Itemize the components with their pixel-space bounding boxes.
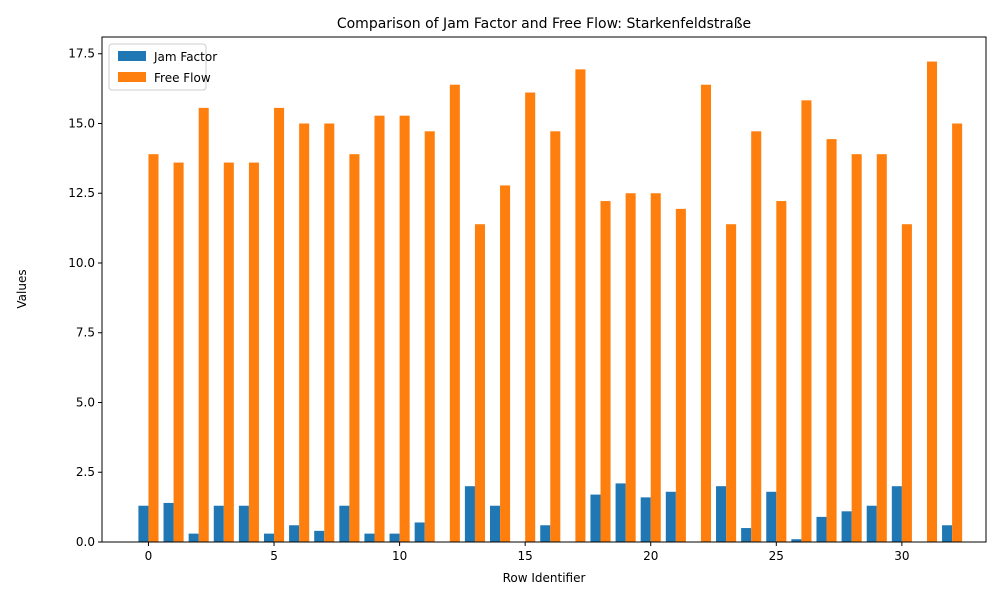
legend-label-jam-factor: Jam Factor xyxy=(153,50,217,64)
bar-jam-factor-16 xyxy=(540,525,551,542)
bar-jam-factor-28 xyxy=(841,511,852,542)
x-tick-label: 0 xyxy=(145,549,153,563)
bar-jam-factor-14 xyxy=(490,505,501,542)
bar-free-flow-17 xyxy=(575,69,586,543)
bar-jam-factor-27 xyxy=(816,516,827,542)
bar-jam-factor-6 xyxy=(289,525,300,542)
bar-free-flow-20 xyxy=(650,193,661,543)
bar-free-flow-23 xyxy=(726,224,737,542)
bar-jam-factor-0 xyxy=(138,505,149,542)
bar-free-flow-22 xyxy=(700,84,712,543)
bar-free-flow-16 xyxy=(550,131,561,543)
bar-free-flow-5 xyxy=(274,107,285,543)
bar-free-flow-30 xyxy=(901,224,912,542)
x-tick-label: 10 xyxy=(392,549,407,563)
y-tick-label: 5.0 xyxy=(76,395,95,409)
bar-free-flow-28 xyxy=(851,154,862,542)
y-tick-label: 2.5 xyxy=(76,465,95,479)
bar-free-flow-7 xyxy=(324,123,335,543)
bar-free-flow-18 xyxy=(600,201,611,542)
bar-free-flow-31 xyxy=(926,61,938,543)
bar-jam-factor-26 xyxy=(791,539,802,542)
y-axis-ticks: 0.0 2.5 5.0 7.5 10.0 12.5 15.0 17.5 xyxy=(68,47,102,549)
bar-jam-factor-1 xyxy=(163,502,174,542)
bar-jam-factor-25 xyxy=(766,491,777,542)
bar-free-flow-25 xyxy=(776,201,787,542)
x-tick-label: 5 xyxy=(270,549,278,563)
legend-label-free-flow: Free Flow xyxy=(154,71,211,85)
bar-free-flow-26 xyxy=(801,100,812,542)
x-tick-label: 25 xyxy=(769,549,784,563)
y-axis-label: Values xyxy=(15,269,29,308)
bar-free-flow-0 xyxy=(148,154,159,542)
bar-free-flow-9 xyxy=(374,115,385,543)
bar-free-flow-19 xyxy=(625,193,636,543)
bar-jam-factor-4 xyxy=(238,505,249,542)
bar-free-flow-11 xyxy=(424,131,435,543)
bar-jam-factor-11 xyxy=(414,522,425,542)
bar-jam-factor-13 xyxy=(464,486,475,542)
bar-free-flow-29 xyxy=(876,154,887,542)
bar-free-flow-13 xyxy=(474,224,485,542)
x-tick-label: 20 xyxy=(643,549,658,563)
bar-jam-factor-24 xyxy=(741,528,752,542)
y-tick-label: 10.0 xyxy=(68,256,95,270)
bar-jam-factor-2 xyxy=(188,533,199,542)
bar-free-flow-15 xyxy=(525,92,536,543)
bar-jam-factor-29 xyxy=(866,505,877,542)
bar-jam-factor-5 xyxy=(263,533,275,542)
bar-free-flow-4 xyxy=(248,162,259,543)
legend: Jam Factor Free Flow xyxy=(108,43,217,91)
bar-jam-factor-21 xyxy=(665,491,676,542)
bar-jam-factor-9 xyxy=(364,533,375,542)
x-tick-label: 15 xyxy=(518,549,533,563)
bar-free-flow-21 xyxy=(675,208,686,542)
bar-free-flow-24 xyxy=(751,131,762,543)
bar-jam-factor-3 xyxy=(213,505,224,542)
bar-free-flow-8 xyxy=(349,154,360,542)
y-tick-label: 7.5 xyxy=(76,326,95,340)
bar-jam-factor-7 xyxy=(314,530,325,542)
x-axis-ticks: 0 5 10 15 20 25 30 xyxy=(145,542,910,563)
y-tick-label: 0.0 xyxy=(76,535,95,549)
chart-title: Comparison of Jam Factor and Free Flow: … xyxy=(337,16,751,32)
legend-swatch-jam-factor xyxy=(118,51,146,61)
y-tick-label: 12.5 xyxy=(68,186,95,200)
bar-jam-factor-8 xyxy=(339,505,350,542)
bar-jam-factor-23 xyxy=(716,486,727,542)
bar-free-flow-2 xyxy=(198,107,209,543)
bar-jam-factor-19 xyxy=(615,483,626,542)
bar-free-flow-14 xyxy=(500,185,511,542)
bar-free-flow-1 xyxy=(173,162,184,543)
y-tick-label: 15.0 xyxy=(68,116,95,130)
bar-free-flow-32 xyxy=(952,123,963,543)
bar-free-flow-27 xyxy=(826,139,837,542)
y-tick-label: 17.5 xyxy=(68,47,95,61)
x-tick-label: 30 xyxy=(894,549,909,563)
bar-free-flow-10 xyxy=(399,115,410,543)
legend-swatch-free-flow xyxy=(118,72,146,82)
bar-jam-factor-30 xyxy=(891,486,902,542)
x-axis-label: Row Identifier xyxy=(503,571,586,585)
bar-free-flow-3 xyxy=(223,162,234,543)
bar-free-flow-12 xyxy=(449,84,460,543)
bar-jam-factor-20 xyxy=(640,497,651,542)
bar-jam-factor-32 xyxy=(942,525,953,542)
plot-frame xyxy=(101,36,987,543)
bar-jam-factor-18 xyxy=(590,494,601,542)
bar-jam-factor-10 xyxy=(389,533,400,542)
bar-free-flow-6 xyxy=(299,123,310,543)
bars-layer xyxy=(138,61,963,543)
